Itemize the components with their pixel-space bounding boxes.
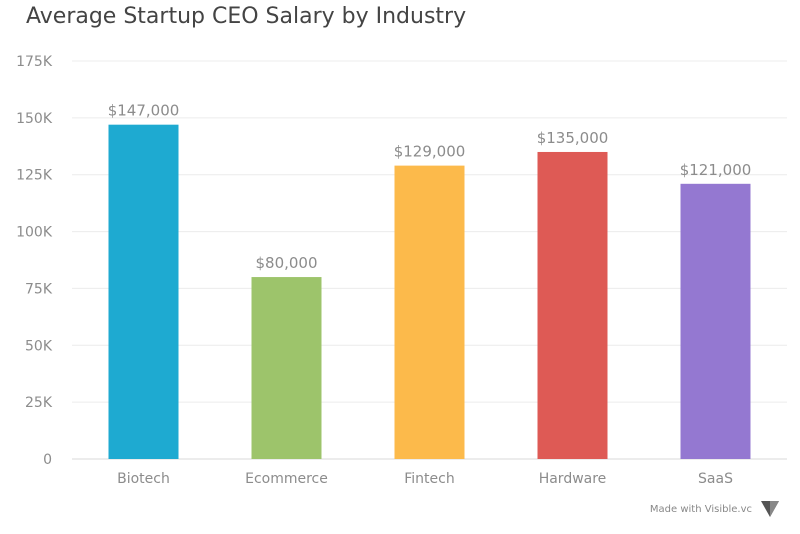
y-tick-label: 100K: [16, 225, 53, 241]
x-tick-label: Biotech: [117, 471, 170, 487]
y-tick-label: 50K: [25, 338, 53, 354]
x-axis-ticks: Biotech Ecommerce Fintech Hardware SaaS: [117, 471, 733, 487]
y-tick-label: 150K: [16, 111, 53, 127]
data-label: $129,000: [394, 143, 466, 161]
y-tick-label: 0: [43, 452, 52, 468]
x-tick-label: Fintech: [404, 471, 454, 487]
data-label: $80,000: [255, 254, 317, 272]
chart-title: Average Startup CEO Salary by Industry: [26, 4, 467, 29]
data-label: $121,000: [680, 161, 752, 179]
bars: [108, 124, 751, 460]
x-tick-label: Hardware: [539, 471, 607, 487]
bar-saas: [680, 183, 751, 459]
footer: Made with Visible.vc: [650, 500, 780, 518]
visible-logo-icon: [761, 501, 779, 517]
y-tick-label: 125K: [16, 168, 53, 184]
bar-ecommerce: [251, 277, 322, 459]
y-axis-ticks: 0 25K 50K 75K 100K 125K 150K 175K: [16, 54, 53, 468]
footer-text: Made with Visible.vc: [649, 503, 752, 515]
x-tick-label: SaaS: [698, 471, 733, 487]
y-tick-label: 75K: [25, 281, 53, 297]
y-tick-label: 175K: [16, 54, 53, 70]
data-label: $135,000: [537, 129, 609, 147]
bar-fintech: [394, 165, 465, 460]
data-labels: $147,000 $80,000 $129,000 $135,000 $121,000: [108, 102, 752, 272]
bar-biotech: [108, 124, 179, 460]
x-tick-label: Ecommerce: [245, 471, 328, 487]
bar-hardware: [537, 151, 608, 459]
y-tick-label: 25K: [25, 395, 53, 411]
data-label: $147,000: [108, 102, 180, 120]
